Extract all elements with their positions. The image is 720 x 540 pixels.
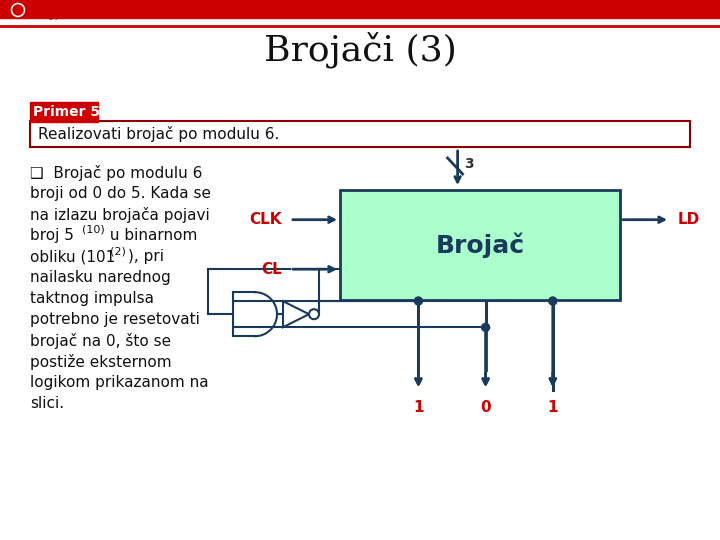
- Circle shape: [482, 323, 490, 332]
- Circle shape: [10, 2, 26, 18]
- Bar: [30, 121, 690, 147]
- Text: Brojač: Brojač: [436, 232, 525, 258]
- Text: postiže eksternom: postiže eksternom: [30, 354, 171, 370]
- Text: (10): (10): [82, 225, 104, 235]
- Text: ❑  Brojač po modulu 6: ❑ Brojač po modulu 6: [30, 165, 202, 181]
- Circle shape: [13, 5, 23, 15]
- Text: Primer 5: Primer 5: [33, 105, 100, 119]
- Text: 3: 3: [464, 157, 474, 171]
- Text: (2): (2): [110, 246, 126, 256]
- Text: CL: CL: [261, 262, 282, 276]
- Text: ·Univerzitet·
Sinergija: ·Univerzitet· Sinergija: [30, 1, 77, 19]
- Text: brojač na 0, što se: brojač na 0, što se: [30, 333, 171, 349]
- Text: broj 5: broj 5: [30, 228, 74, 243]
- Bar: [340, 190, 620, 300]
- Text: ), pri: ), pri: [128, 249, 164, 264]
- Text: u binarnom: u binarnom: [105, 228, 197, 243]
- Bar: [0, 0, 720, 18]
- Text: broji od 0 do 5. Kada se: broji od 0 do 5. Kada se: [30, 186, 211, 201]
- Text: obliku (101: obliku (101: [30, 249, 115, 264]
- Text: 0: 0: [480, 401, 491, 415]
- Text: LD: LD: [678, 212, 701, 227]
- Text: slici.: slici.: [30, 396, 64, 411]
- Text: 1: 1: [413, 401, 423, 415]
- Text: 1: 1: [547, 401, 558, 415]
- Circle shape: [549, 297, 557, 305]
- Circle shape: [415, 297, 423, 305]
- Circle shape: [309, 309, 319, 319]
- Text: Realizovati brojač po modulu 6.: Realizovati brojač po modulu 6.: [38, 126, 279, 142]
- Text: nailasku narednog: nailasku narednog: [30, 270, 171, 285]
- Text: na izlazu brojača pojavi: na izlazu brojača pojavi: [30, 207, 210, 223]
- Text: 000: 000: [446, 131, 479, 145]
- Text: taktnog impulsa: taktnog impulsa: [30, 291, 154, 306]
- Text: Brojači (3): Brojači (3): [264, 32, 456, 68]
- Text: potrebno je resetovati: potrebno je resetovati: [30, 312, 200, 327]
- Text: CLK: CLK: [250, 212, 282, 227]
- Bar: [30, 102, 98, 122]
- Text: logikom prikazanom na: logikom prikazanom na: [30, 375, 209, 390]
